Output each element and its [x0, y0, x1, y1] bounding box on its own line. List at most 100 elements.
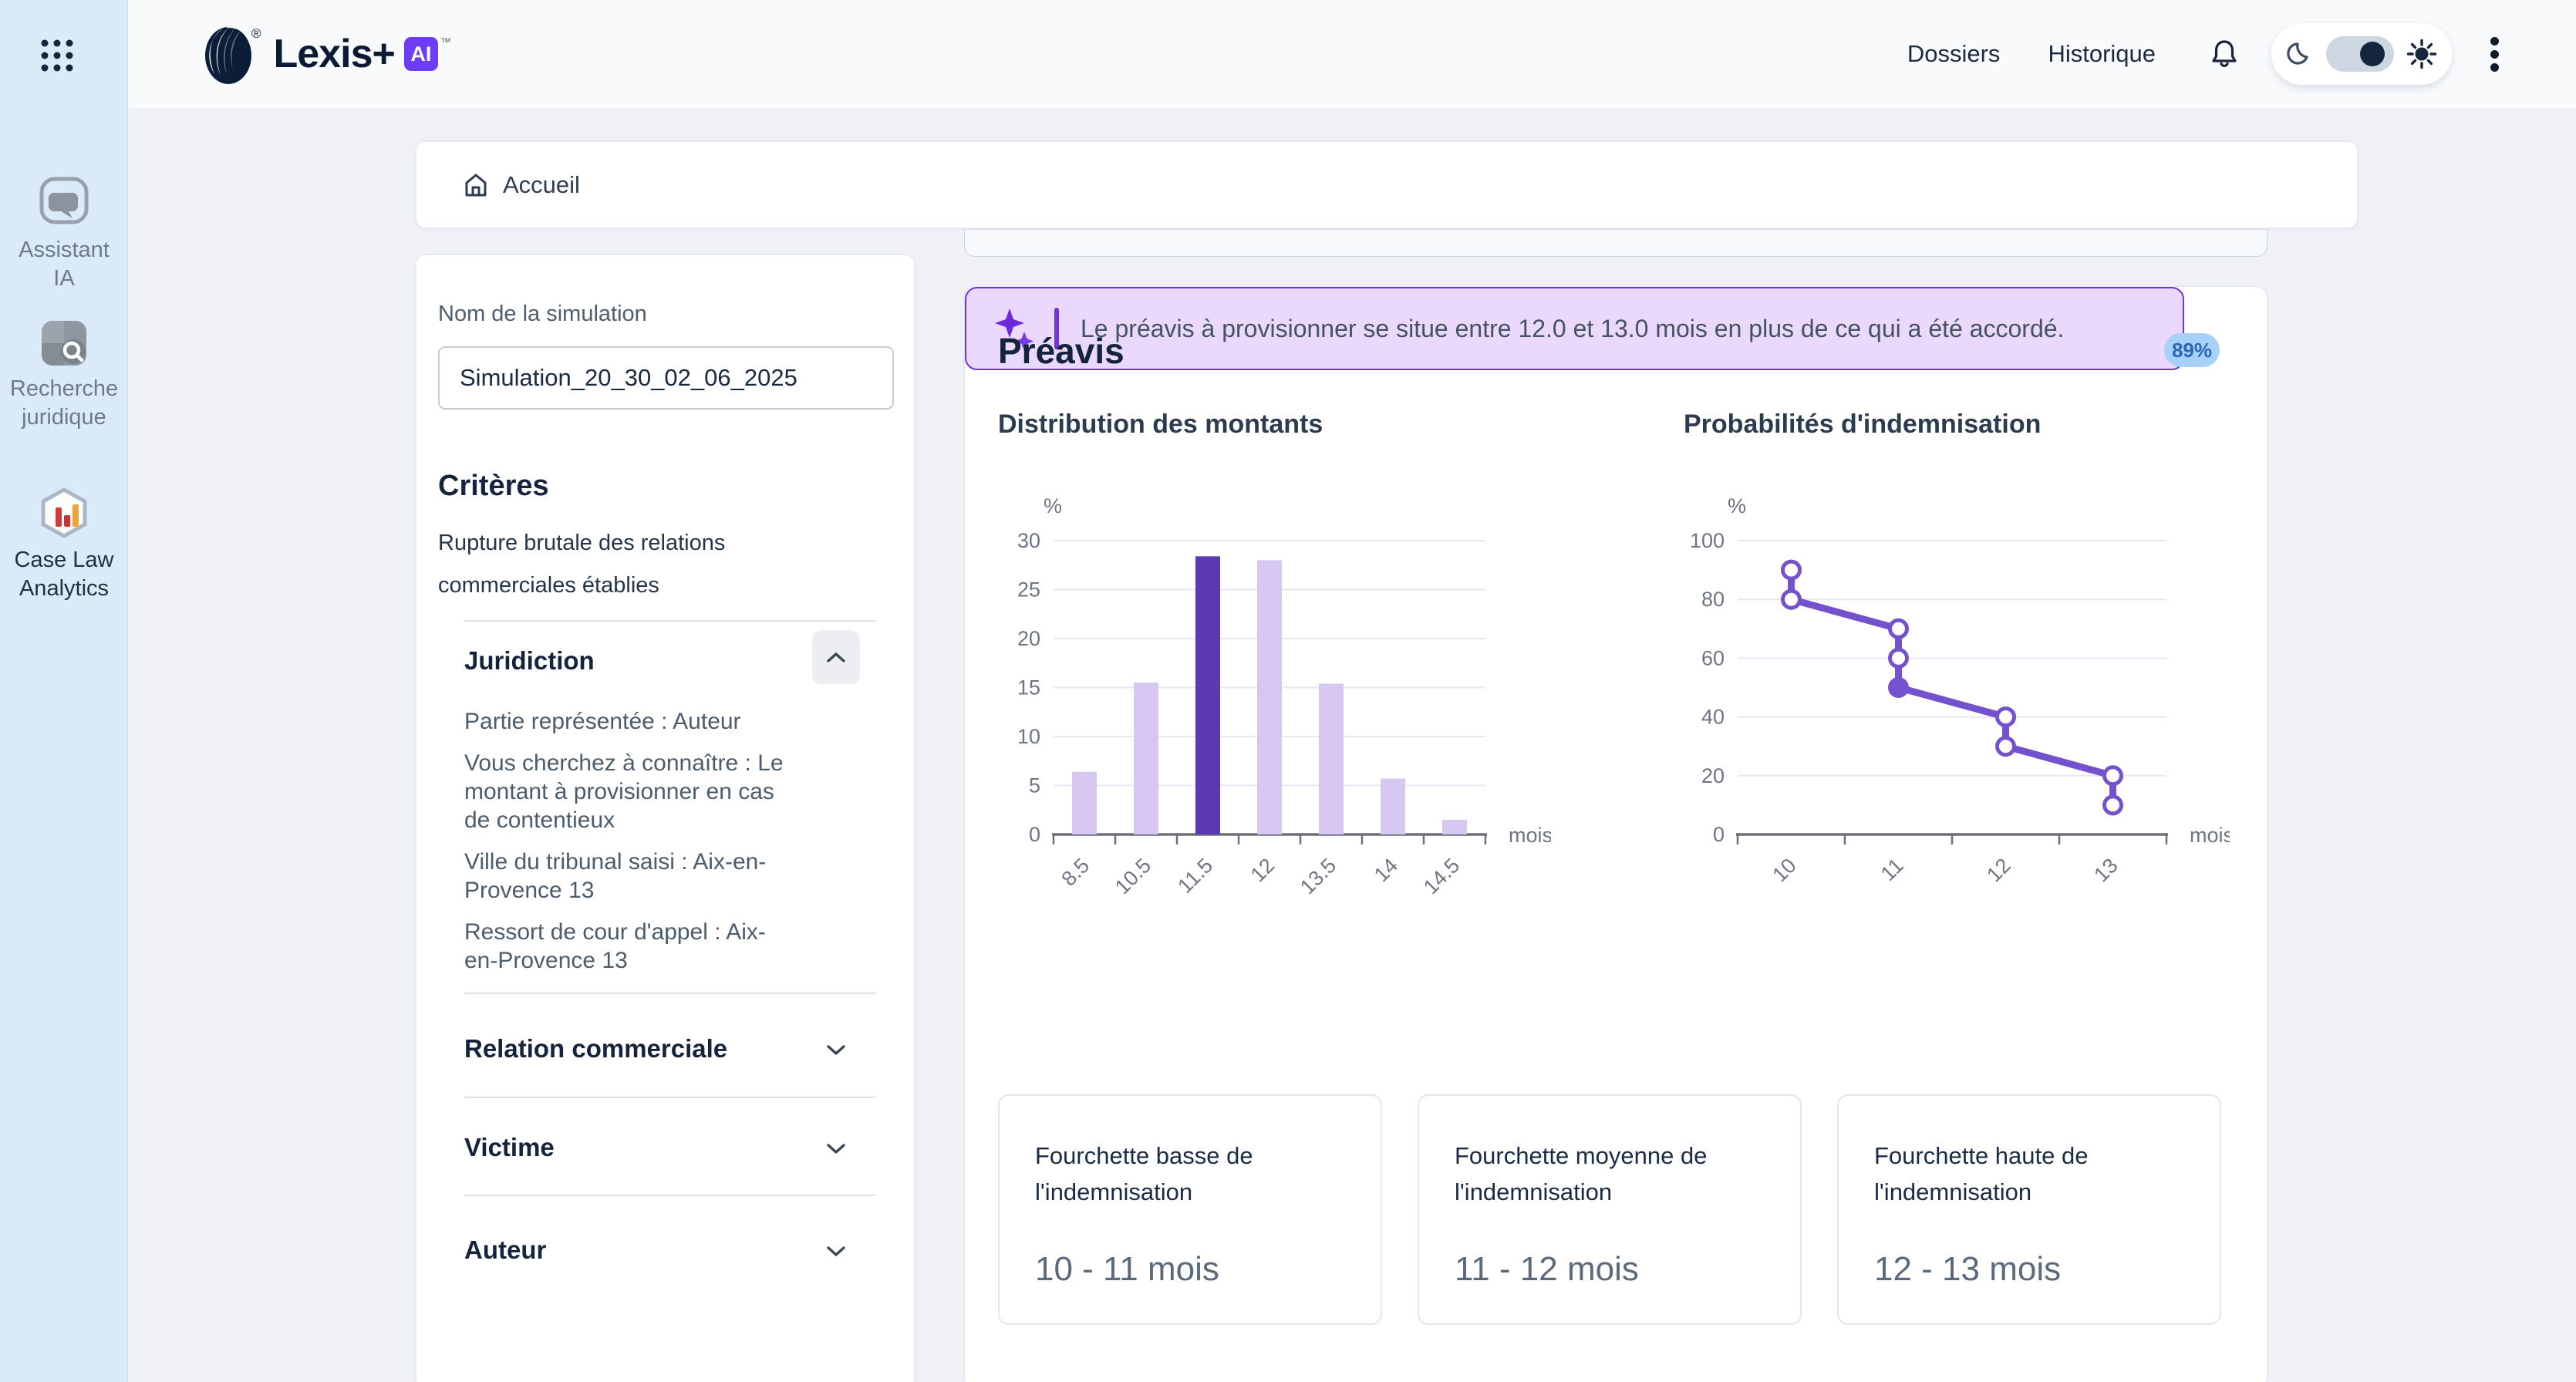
svg-text:14: 14 — [1370, 854, 1402, 886]
range-card-mid: Fourchette moyenne de l'indemnisation 11… — [1418, 1094, 1802, 1325]
svg-text:5: 5 — [1029, 774, 1040, 797]
svg-text:%: % — [1044, 494, 1062, 517]
sidebar-item-recherche-juridique[interactable]: Recherche juridique — [0, 319, 128, 432]
divider — [464, 620, 875, 622]
svg-text:30: 30 — [1017, 529, 1040, 552]
section-title-auteur: Auteur — [464, 1235, 547, 1264]
svg-text:12: 12 — [1982, 854, 2015, 886]
app-grid-icon[interactable] — [40, 37, 74, 74]
chevron-down-icon — [827, 1246, 845, 1256]
simulation-panel: Nom de la simulation Critères Rupture br… — [416, 254, 915, 1382]
svg-text:13.5: 13.5 — [1296, 854, 1340, 898]
moon-icon[interactable] — [2286, 40, 2314, 68]
theme-switcher — [2271, 23, 2452, 85]
svg-text:60: 60 — [1701, 646, 1725, 669]
lexisnexis-flame-icon — [205, 25, 251, 84]
divider — [464, 1195, 875, 1196]
svg-text:11: 11 — [1876, 854, 1908, 885]
notifications-button[interactable] — [2211, 39, 2237, 69]
expand-victime-button[interactable] — [825, 1142, 847, 1155]
line-chart-title: Probabilités d'indemnisation — [1684, 410, 2042, 439]
results-title: Préavis — [998, 331, 1124, 371]
range-card-value: 12 - 13 mois — [1874, 1250, 2062, 1288]
app-rail: Assistant IA Recherche juridique Case La… — [0, 0, 128, 1382]
previous-card-edge — [964, 229, 2267, 257]
range-card-value: 11 - 12 mois — [1455, 1250, 1639, 1288]
callout-text: Le préavis à provisionner se situe entre… — [1081, 314, 2065, 342]
section-title-relation-commerciale: Relation commerciale — [464, 1034, 728, 1063]
home-icon[interactable] — [463, 172, 489, 198]
kebab-menu-icon[interactable] — [2490, 36, 2499, 72]
svg-text:0: 0 — [1029, 823, 1040, 846]
juridiction-details: Partie représentée : Auteur Vous cherche… — [464, 707, 799, 988]
expand-auteur-button[interactable] — [825, 1245, 847, 1258]
toggle-thumb — [2360, 42, 2385, 66]
svg-text:14.5: 14.5 — [1419, 854, 1464, 898]
chat-bubble-icon — [39, 177, 89, 224]
hexagon-bars-icon — [41, 487, 87, 538]
detail-partie: Partie représentée : Auteur — [464, 709, 741, 734]
svg-text:15: 15 — [1017, 676, 1040, 699]
svg-text:0: 0 — [1713, 823, 1725, 846]
divider — [464, 993, 875, 994]
sparkle-stars-icon — [995, 308, 1033, 351]
range-cards: Fourchette basse de l'indemnisation 10 -… — [998, 1094, 2224, 1325]
lexis-plus-ai-logo[interactable]: ® Lexis+ AI ™ — [201, 17, 451, 91]
range-card-low: Fourchette basse de l'indemnisation 10 -… — [998, 1094, 1382, 1325]
section-title-victime: Victime — [464, 1133, 555, 1161]
svg-text:mois: mois — [1509, 824, 1551, 847]
sidebar-item-case-law-analytics[interactable]: Case Law Analytics — [0, 487, 128, 603]
expand-relation-commerciale-button[interactable] — [825, 1043, 847, 1057]
divider — [464, 1097, 875, 1098]
svg-text:20: 20 — [1701, 764, 1725, 787]
confidence-badge: 89% — [2164, 333, 2220, 367]
criteria-text: Rupture brutale des relations commercial… — [438, 531, 726, 598]
nav-historique[interactable]: Historique — [2048, 40, 2156, 67]
svg-text:20: 20 — [1017, 627, 1040, 650]
bell-icon — [2212, 40, 2237, 67]
dark-mode-toggle[interactable] — [2326, 36, 2394, 72]
nav-dossiers[interactable]: Dossiers — [1907, 40, 2001, 67]
collapse-juridiction-button[interactable] — [812, 630, 860, 684]
brand-name: Lexis+ — [273, 32, 396, 76]
search-tile-icon — [42, 321, 86, 366]
svg-text:11.5: 11.5 — [1173, 854, 1217, 898]
svg-text:40: 40 — [1701, 706, 1725, 729]
range-card-high: Fourchette haute de l'indemnisation 12 -… — [1837, 1094, 2221, 1325]
sun-icon[interactable] — [2406, 39, 2437, 69]
svg-text:10.5: 10.5 — [1111, 854, 1155, 898]
breadcrumb: Accueil — [416, 141, 2358, 228]
chevron-down-icon — [827, 1144, 845, 1154]
svg-text:100: 100 — [1690, 529, 1725, 552]
simulation-name-label: Nom de la simulation — [438, 302, 647, 326]
results-card: Préavis 89% Distribution des montants Pr… — [964, 286, 2267, 1382]
probability-line-chart: % 0 20 40 60 80 100 mois 10 11 12 13 — [1690, 494, 2230, 886]
sidebar-item-assistant-ia[interactable]: Assistant IA — [0, 176, 128, 293]
svg-text:12: 12 — [1246, 854, 1279, 886]
top-bar: ® Lexis+ AI ™ Dossiers Historique — [128, 0, 2576, 108]
svg-text:25: 25 — [1017, 578, 1040, 602]
detail-ressort: Ressort de cour d'appel : Aix-en-Provenc… — [464, 919, 766, 973]
svg-text:8.5: 8.5 — [1057, 854, 1094, 891]
section-title-juridiction: Juridiction — [464, 646, 595, 675]
range-card-title: Fourchette haute de l'indemnisation — [1874, 1142, 2089, 1205]
ai-badge: AI — [403, 37, 438, 71]
svg-text:mois: mois — [2190, 824, 2230, 847]
criteria-title: Critères — [438, 470, 549, 502]
bar-chart-title: Distribution des montants — [998, 410, 1323, 439]
registered-mark: ® — [251, 26, 261, 41]
svg-text:80: 80 — [1701, 588, 1725, 611]
range-card-title: Fourchette basse de l'indemnisation — [1035, 1142, 1253, 1205]
detail-recherche: Vous cherchez à connaître : Le montant à… — [464, 750, 784, 833]
chevron-up-icon — [827, 652, 845, 662]
breadcrumb-home[interactable]: Accueil — [503, 170, 580, 198]
svg-text:13: 13 — [2089, 854, 2122, 886]
svg-text:%: % — [1728, 494, 1746, 517]
distribution-bar-chart: % 0 5 10 15 20 25 30 mois 8.5 10.5 11.5 12 13.5 14 14.5 — [1017, 494, 1551, 898]
insight-callout: Le préavis à provisionner se situe entre… — [965, 287, 2184, 370]
svg-text:10: 10 — [1017, 725, 1040, 748]
svg-text:10: 10 — [1768, 854, 1800, 886]
range-card-title: Fourchette moyenne de l'indemnisation — [1455, 1142, 1708, 1205]
simulation-name-input[interactable] — [438, 346, 894, 410]
sidebar-item-label: Case Law Analytics — [14, 548, 114, 601]
